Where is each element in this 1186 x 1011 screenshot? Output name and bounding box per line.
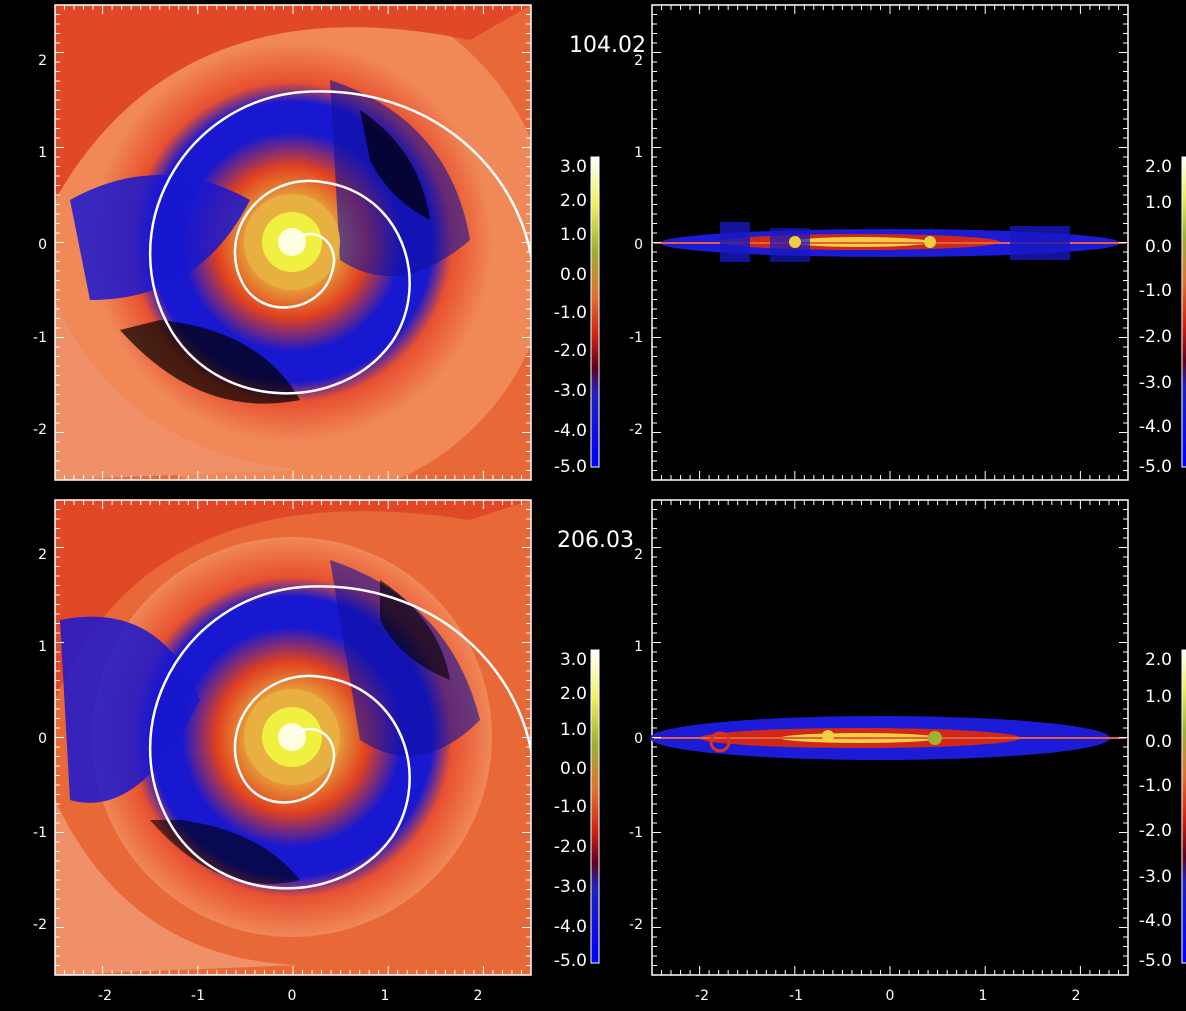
colorbar-tick: -4.0 bbox=[1139, 911, 1172, 931]
y-tick: -1 bbox=[629, 330, 643, 346]
y-tick: 1 bbox=[634, 145, 643, 161]
x-tick: 1 bbox=[979, 988, 988, 1004]
spiral-line bbox=[148, 90, 531, 395]
y-tick: 0 bbox=[38, 237, 47, 253]
x-tick: -2 bbox=[695, 988, 709, 1004]
colorbar-tick: -1.0 bbox=[554, 303, 587, 323]
colorbar-tick: -2.0 bbox=[554, 341, 587, 361]
colorbar-tick: 0.0 bbox=[1145, 732, 1172, 752]
colorbar-tick: 2.0 bbox=[1145, 650, 1172, 670]
colorbar-tick: -2.0 bbox=[1139, 327, 1172, 347]
colorbar-tick: -4.0 bbox=[554, 917, 587, 937]
colorbar-tick: -3.0 bbox=[554, 877, 587, 897]
y-tick: -2 bbox=[33, 422, 47, 438]
y-tick: 1 bbox=[38, 145, 47, 161]
colorbar-tick: 3.0 bbox=[560, 650, 587, 670]
colorbar-tick: 2.0 bbox=[1145, 157, 1172, 177]
panel-bottom-right: 2.0 1.0 0.0 -1.0 -2.0 -3.0 -4.0 -5.0 2 1… bbox=[629, 499, 1186, 1004]
colorbar-tick: 0.0 bbox=[560, 759, 587, 779]
tick-marks bbox=[54, 4, 1129, 976]
colorbar-bottom-right bbox=[1181, 649, 1186, 964]
colorbar-tick: -2.0 bbox=[554, 837, 587, 857]
x-tick: 1 bbox=[381, 988, 390, 1004]
y-tick: 2 bbox=[634, 547, 643, 563]
y-tick: -1 bbox=[33, 825, 47, 841]
colorbar-tick: -5.0 bbox=[1139, 457, 1172, 477]
colorbar-tick: -3.0 bbox=[554, 381, 587, 401]
colorbar-tick: -1.0 bbox=[1139, 776, 1172, 796]
edge-on-disk bbox=[654, 222, 1126, 262]
colorbar-tick: 0.0 bbox=[560, 265, 587, 285]
colorbar-tick: 2.0 bbox=[560, 191, 587, 211]
y-tick: -1 bbox=[629, 825, 643, 841]
colorbar-tick: -1.0 bbox=[554, 797, 587, 817]
colorbar-tick: -5.0 bbox=[1139, 951, 1172, 971]
colorbar-tick: -2.0 bbox=[1139, 821, 1172, 841]
panel-bottom-left: 206.03 3.0 2.0 1.0 0.0 -1.0 -2.0 -3.0 -4… bbox=[33, 499, 634, 1004]
colorbar-tick: -3.0 bbox=[1139, 867, 1172, 887]
colorbar-tick: 3.0 bbox=[560, 157, 587, 177]
panel-top-left: 104.02 3.0 2.0 1.0 0.0 -1.0 -2.0 -3.0 -4… bbox=[33, 4, 646, 481]
y-tick: 2 bbox=[38, 53, 47, 69]
y-tick: -2 bbox=[629, 422, 643, 438]
colorbar-top-left bbox=[590, 156, 600, 468]
spiral-line bbox=[148, 585, 531, 890]
colorbar-tick: -3.0 bbox=[1139, 373, 1172, 393]
colorbar-tick: 0.0 bbox=[1145, 237, 1172, 257]
colorbar-tick: -5.0 bbox=[554, 951, 587, 971]
time-label-2: 206.03 bbox=[557, 528, 634, 553]
colorbar-tick: -1.0 bbox=[1139, 281, 1172, 301]
edge-on-disk bbox=[650, 716, 1126, 760]
x-tick: -1 bbox=[191, 988, 205, 1004]
colorbar-bottom-left bbox=[590, 649, 600, 964]
colorbar-tick: 1.0 bbox=[560, 720, 587, 740]
y-tick: 0 bbox=[38, 731, 47, 747]
y-tick: 0 bbox=[634, 731, 643, 747]
x-tick: -2 bbox=[98, 988, 112, 1004]
y-tick: -1 bbox=[33, 330, 47, 346]
x-tick: 2 bbox=[1072, 988, 1081, 1004]
time-label-1: 104.02 bbox=[569, 33, 646, 58]
colorbar-tick: -5.0 bbox=[554, 457, 587, 477]
y-tick: 1 bbox=[634, 639, 643, 655]
panel-top-right: 2.0 1.0 0.0 -1.0 -2.0 -3.0 -4.0 -5.0 2 1… bbox=[629, 4, 1186, 481]
colorbar-top-right bbox=[1181, 156, 1186, 468]
colorbar-tick: 1.0 bbox=[1145, 193, 1172, 213]
y-tick: -2 bbox=[629, 917, 643, 933]
x-tick: 0 bbox=[288, 988, 297, 1004]
colorbar-tick: -4.0 bbox=[554, 421, 587, 441]
y-tick: 0 bbox=[634, 237, 643, 253]
colorbar-tick: 1.0 bbox=[560, 225, 587, 245]
y-tick: 2 bbox=[634, 53, 643, 69]
x-tick: -1 bbox=[789, 988, 803, 1004]
y-tick: 1 bbox=[38, 639, 47, 655]
colorbar-tick: 2.0 bbox=[560, 684, 587, 704]
colorbar-tick: 1.0 bbox=[1145, 687, 1172, 707]
x-tick: 2 bbox=[474, 988, 483, 1004]
colorbar-tick: -4.0 bbox=[1139, 417, 1172, 437]
y-tick: -2 bbox=[33, 917, 47, 933]
x-tick: 0 bbox=[886, 988, 895, 1004]
y-tick: 2 bbox=[38, 547, 47, 563]
